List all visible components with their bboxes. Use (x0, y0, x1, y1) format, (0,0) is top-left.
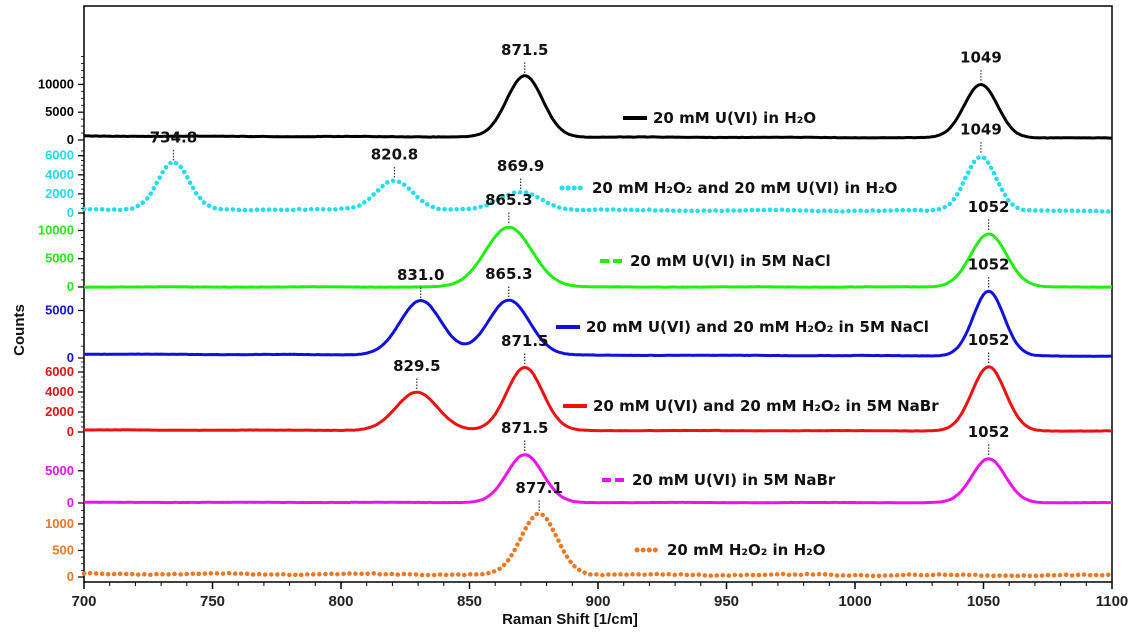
x-tick-label: 700 (71, 593, 96, 610)
peak-label: 820.8 (371, 146, 418, 164)
peak-label: 1049 (960, 121, 1002, 139)
y-tick-label: 0 (67, 279, 74, 294)
x-axis-title: Raman Shift [1/cm] (502, 611, 638, 628)
y-tick-label: 0 (67, 205, 74, 220)
y-tick-label: 1000 (45, 516, 74, 531)
peak-label: 831.0 (397, 266, 444, 284)
peak-label: 865.3 (485, 265, 532, 283)
y-tick-label: 2000 (45, 404, 74, 419)
series-line (83, 289, 1112, 358)
legend-label: 20 mM H₂O₂ and 20 mM U(VI) in H₂O (592, 179, 897, 197)
y-tick-label: 0 (67, 132, 74, 147)
y-tick-label: 5000 (45, 104, 74, 119)
y-tick-label: 5000 (45, 303, 74, 318)
legend-label: 20 mM U(VI) and 20 mM H₂O₂ in 5M NaBr (593, 397, 939, 415)
x-tick-label: 1100 (1096, 593, 1129, 610)
series-line (84, 365, 1113, 433)
series-line (81, 511, 1115, 579)
y-tick-label: 4000 (45, 167, 74, 182)
peak-label: 734.8 (150, 128, 197, 146)
peak-label: 865.3 (485, 191, 532, 209)
legend-label: 20 mM U(VI) and 20 mM H₂O₂ in 5M NaCl (586, 318, 929, 336)
legend-group: 20 mM U(VI) in H₂O 20 mM H₂O₂ and 20 mM U… (556, 109, 939, 559)
peak-label: 1052 (968, 423, 1010, 441)
x-tick-label: 800 (328, 593, 353, 610)
series-line (83, 74, 1113, 140)
y-tick-label: 5000 (45, 251, 74, 266)
series-line (81, 155, 1115, 214)
x-tick-label: 1050 (967, 593, 1000, 610)
legend-label: 20 mM U(VI) in 5M NaBr (632, 471, 836, 489)
y-tick-label: 500 (52, 542, 74, 557)
peak-label: 871.5 (501, 419, 548, 437)
y-tick-label: 6000 (45, 364, 74, 379)
x-tick-label: 850 (457, 593, 482, 610)
y-tick-label: 2000 (45, 186, 74, 201)
y-tick-label: 0 (67, 350, 74, 365)
peak-label: 871.5 (501, 41, 548, 59)
x-tick-label: 750 (200, 593, 225, 610)
y-axis-title: Counts (11, 304, 28, 356)
peak-label: 1052 (968, 331, 1010, 349)
x-tick-label: 900 (585, 593, 610, 610)
legend-label: 20 mM U(VI) in H₂O (653, 109, 816, 127)
series-group (81, 74, 1115, 579)
y-tick-label: 4000 (45, 384, 74, 399)
y-tick-label: 0 (67, 495, 74, 510)
legend-label: 20 mM H₂O₂ in H₂O (667, 541, 825, 559)
peak-label: 877.1 (515, 479, 562, 497)
x-tick-label: 950 (714, 593, 739, 610)
y-tick-label: 0 (67, 569, 74, 584)
y-tick-label: 10000 (38, 76, 74, 91)
y-tick-label: 0 (67, 424, 74, 439)
peak-label: 1052 (968, 198, 1010, 216)
y-tick-label: 10000 (38, 222, 74, 237)
series-line (83, 225, 1113, 289)
peak-label: 869.9 (497, 157, 544, 175)
peak-label: 829.5 (393, 357, 440, 375)
y-tick-label: 5000 (45, 463, 74, 478)
x-tick-label: 1000 (838, 593, 871, 610)
peak-labels-group: 871.5 1049 734.8 820.8 869.9 1049 865.3 1052 831… (150, 41, 1010, 511)
series-line (84, 453, 1113, 505)
peak-label: 1049 (960, 49, 1002, 67)
peak-label: 871.5 (501, 332, 548, 350)
legend-label: 20 mM U(VI) in 5M NaCl (630, 252, 831, 270)
y-tick-label: 6000 (45, 148, 74, 163)
peak-label: 1052 (968, 256, 1010, 274)
axes-group: 700 750 800 850 900 950 1000 1050 11000500010000… (38, 56, 1129, 610)
